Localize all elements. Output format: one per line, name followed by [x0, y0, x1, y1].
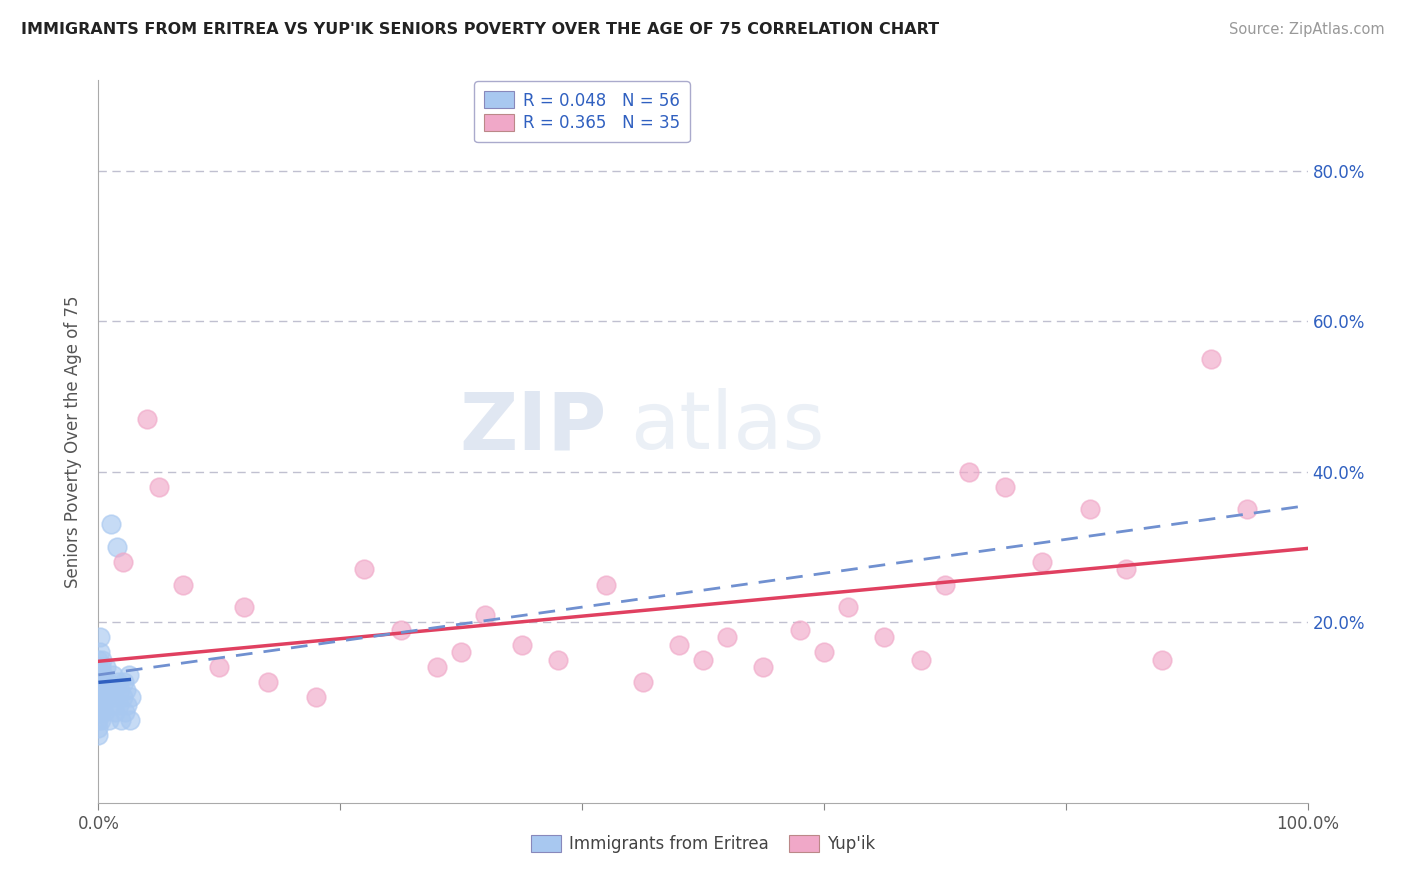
Point — [631, 675, 654, 690]
Point — [89, 675, 111, 690]
Point — [353, 562, 375, 576]
Point — [100, 698, 122, 712]
Point — [104, 706, 127, 720]
Point — [595, 577, 617, 591]
Point — [389, 623, 412, 637]
Point — [1236, 502, 1258, 516]
Point — [87, 653, 110, 667]
Point — [873, 630, 896, 644]
Point — [87, 660, 110, 674]
Point — [90, 682, 112, 697]
Point — [232, 600, 254, 615]
Point — [90, 660, 112, 674]
Point — [87, 682, 110, 697]
Point — [148, 480, 170, 494]
Point — [120, 690, 142, 705]
Point — [957, 465, 980, 479]
Point — [91, 698, 114, 712]
Point — [1152, 653, 1174, 667]
Point — [91, 653, 114, 667]
Point — [90, 675, 112, 690]
Point — [426, 660, 449, 674]
Text: Source: ZipAtlas.com: Source: ZipAtlas.com — [1229, 22, 1385, 37]
Point — [93, 706, 115, 720]
Point — [172, 577, 194, 591]
Point — [510, 638, 533, 652]
Point — [89, 706, 111, 720]
Point — [789, 623, 811, 637]
Point — [91, 690, 114, 705]
Point — [115, 682, 138, 697]
Legend: Immigrants from Eritrea, Yup'ik: Immigrants from Eritrea, Yup'ik — [524, 828, 882, 860]
Point — [305, 690, 328, 705]
Point — [111, 555, 134, 569]
Point — [89, 645, 111, 659]
Point — [668, 638, 690, 652]
Point — [118, 668, 141, 682]
Point — [87, 698, 110, 712]
Point — [93, 682, 115, 697]
Point — [208, 660, 231, 674]
Point — [103, 690, 125, 705]
Point — [716, 630, 738, 644]
Point — [91, 668, 114, 682]
Point — [98, 713, 121, 727]
Point — [94, 660, 117, 674]
Point — [91, 706, 114, 720]
Point — [89, 630, 111, 644]
Point — [1115, 562, 1137, 576]
Point — [101, 668, 124, 682]
Y-axis label: Seniors Poverty Over the Age of 75: Seniors Poverty Over the Age of 75 — [65, 295, 83, 588]
Point — [450, 645, 472, 659]
Point — [91, 675, 114, 690]
Point — [474, 607, 496, 622]
Point — [108, 682, 131, 697]
Point — [813, 645, 835, 659]
Point — [837, 600, 859, 615]
Point — [111, 690, 134, 705]
Text: ZIP: ZIP — [458, 388, 606, 467]
Text: atlas: atlas — [630, 388, 825, 467]
Point — [118, 713, 141, 727]
Point — [100, 682, 122, 697]
Point — [89, 668, 111, 682]
Point — [87, 675, 110, 690]
Text: IMMIGRANTS FROM ERITREA VS YUP'IK SENIORS POVERTY OVER THE AGE OF 75 CORRELATION: IMMIGRANTS FROM ERITREA VS YUP'IK SENIOR… — [21, 22, 939, 37]
Point — [97, 675, 120, 690]
Point — [114, 706, 136, 720]
Point — [112, 675, 135, 690]
Point — [89, 698, 111, 712]
Point — [90, 713, 112, 727]
Point — [90, 690, 112, 705]
Point — [87, 721, 110, 735]
Point — [90, 698, 112, 712]
Point — [96, 690, 118, 705]
Point — [87, 668, 110, 682]
Point — [1078, 502, 1101, 516]
Point — [256, 675, 278, 690]
Point — [87, 713, 110, 727]
Point — [135, 412, 157, 426]
Point — [87, 706, 110, 720]
Point — [1199, 351, 1222, 366]
Point — [87, 728, 110, 742]
Point — [547, 653, 569, 667]
Point — [117, 698, 139, 712]
Point — [994, 480, 1017, 494]
Point — [910, 653, 932, 667]
Point — [107, 675, 129, 690]
Point — [89, 690, 111, 705]
Point — [1031, 555, 1053, 569]
Point — [87, 690, 110, 705]
Point — [752, 660, 775, 674]
Point — [89, 682, 111, 697]
Point — [934, 577, 956, 591]
Point — [110, 713, 132, 727]
Point — [108, 698, 131, 712]
Point — [105, 540, 128, 554]
Point — [100, 517, 122, 532]
Point — [692, 653, 714, 667]
